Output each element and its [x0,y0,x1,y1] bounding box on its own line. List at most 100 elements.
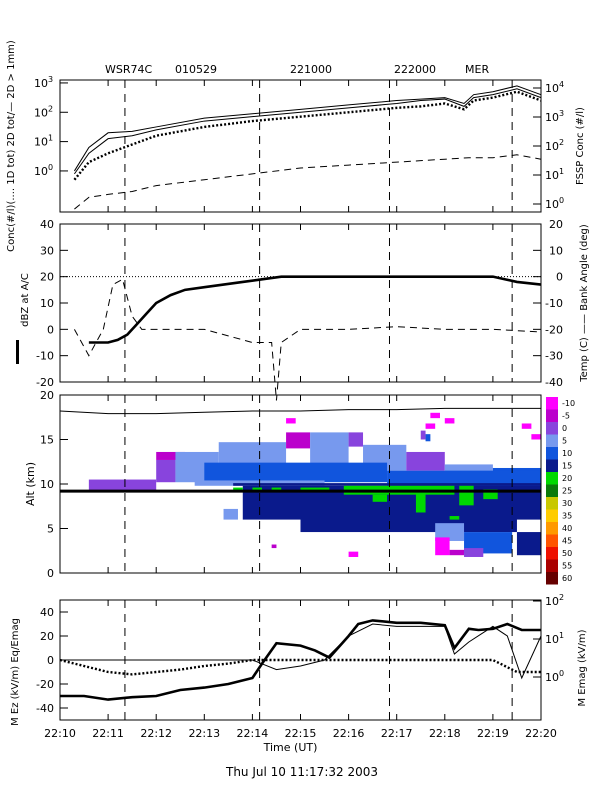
emag-ytick-label-1: 101 [545,631,564,646]
alt-ytick-label-0: 0 [47,567,54,580]
time-tick-label-5: 22:15 [285,727,317,740]
time-tick-label-9: 22:19 [477,727,509,740]
ez-ytick-label-3: 20 [40,630,54,643]
radar-cell-12 [204,462,388,483]
radar-cell-0 [88,479,157,491]
colorbar-swatch-13 [546,559,558,572]
ez-ytick-label-2: 0 [47,654,54,667]
header-radar: WSR74C [105,63,152,76]
radar-cell-26 [252,487,263,492]
radar-cell-38 [444,418,455,424]
header-site: MER [465,63,489,76]
conc-panel-frame [59,79,542,213]
time-axis-label: Time (UT) [263,741,318,754]
colorbar-swatch-5 [546,459,558,472]
alt-ytick-label-3: 15 [40,434,54,447]
header-date: 010529 [175,63,217,76]
radar-cell-33 [449,549,465,556]
dbz-ytick-label-4: 20 [40,271,54,284]
radar-cell-18 [516,532,541,556]
radar-cell-17 [300,517,517,533]
radar-cell-19 [300,487,330,492]
colorbar-swatch-12 [546,547,558,560]
radar-cell-40 [420,430,426,440]
colorbar-label-2: 0 [562,424,567,433]
time-tick-label-8: 22:18 [429,727,461,740]
radar-cell-21 [372,494,388,502]
radar-cell-39 [425,434,431,442]
colorbar-swatch-1 [546,409,558,422]
temp-ytick-label-6: 20 [549,218,563,231]
radar-cell-35 [348,551,359,557]
radar-cell-32 [435,537,450,556]
dbz-ylabel: dBZ at A/C [20,273,31,327]
temp-ytick-label-4: 0 [556,271,563,284]
colorbar-label-6: 20 [562,474,572,483]
ez-ytick-label-1: -20 [36,678,54,691]
radar-cell-7 [348,432,364,447]
time-tick-label-2: 22:12 [140,727,172,740]
colorbar-swatch-9 [546,509,558,522]
colorbar-swatch-7 [546,484,558,497]
colorbar-swatch-8 [546,497,558,510]
colorbar-swatch-4 [546,447,558,460]
colorbar-label-5: 15 [562,462,572,471]
radar-cell-23 [459,485,474,506]
ez-ytick-label-4: 40 [40,606,54,619]
efield-series-0 [60,619,541,701]
alt-ytick-label-2: 10 [40,478,54,491]
dbz-ytick-label-2: 0 [47,323,54,336]
radar-cell-22 [415,492,426,513]
emag-ylabel: M Emag (kV/m) [577,629,588,706]
dbz-panel-frame [59,223,542,383]
conc-ytick-label-3: 103 [34,75,53,90]
colorbar-label-14: 60 [562,574,572,583]
radar-cell-31 [464,532,513,554]
time-tick-label-10: 22:20 [525,727,557,740]
colorbar-label-9: 35 [562,512,572,521]
colorbar-label-3: 5 [562,437,567,446]
colorbar-swatch-3 [546,434,558,447]
colorbar-swatch-2 [546,422,558,435]
fssp-ytick-label-3: 103 [545,109,564,124]
colorbar-label-1: -5 [562,412,570,421]
time-tick-label-3: 22:13 [188,727,220,740]
header-start-time: 221000 [290,63,332,76]
colorbar-swatch-14 [546,572,558,585]
time-tick-label-0: 22:10 [44,727,76,740]
radar-cell-30 [435,523,465,541]
ez-ylabel: M Ez (kV/m) Eq/Emag [10,618,21,726]
alt-ytick-label-1: 5 [47,523,54,536]
conc-series-3 [74,154,542,210]
radar-cell-5 [286,432,311,449]
radar-cell-24 [483,489,498,500]
dbz-ytick-label-3: 10 [40,297,54,310]
radar-cell-15 [233,483,541,486]
radar-cell-37 [430,412,440,419]
radar-cell-43 [286,418,296,424]
emag-ytick-label-0: 100 [545,669,564,684]
conc-series-1 [74,88,542,175]
dbz-series-2 [59,407,541,415]
alt-ytick-label-4: 20 [40,389,54,402]
colorbar-label-4: 10 [562,449,572,458]
ez-ytick-label-0: -40 [36,702,54,715]
temp-ytick-label-0: -40 [545,376,563,389]
radar-cell-44 [271,544,277,549]
radar-cell-36 [425,423,436,429]
conc-ytick-label-1: 101 [34,134,53,149]
dbz-legend-swatch [16,340,19,364]
conc-ylabel: Conc(#/l)(.... 1D tot) 2D tot/— 2D > 1mm… [6,40,17,252]
dbz-ytick-label-1: -10 [36,350,54,363]
colorbar-label-0: -10 [562,399,575,408]
alt-ylabel: Alt (km) [24,462,37,506]
colorbar-label-12: 50 [562,549,572,558]
temp-ytick-label-1: -30 [545,350,563,363]
temp-ytick-label-2: -20 [545,323,563,336]
conc-ytick-label-2: 102 [34,104,53,119]
dbz-ytick-label-6: 40 [40,218,54,231]
efield-series-2 [59,658,541,676]
dbz-series-0 [88,275,542,344]
colorbar-swatch-10 [546,522,558,535]
